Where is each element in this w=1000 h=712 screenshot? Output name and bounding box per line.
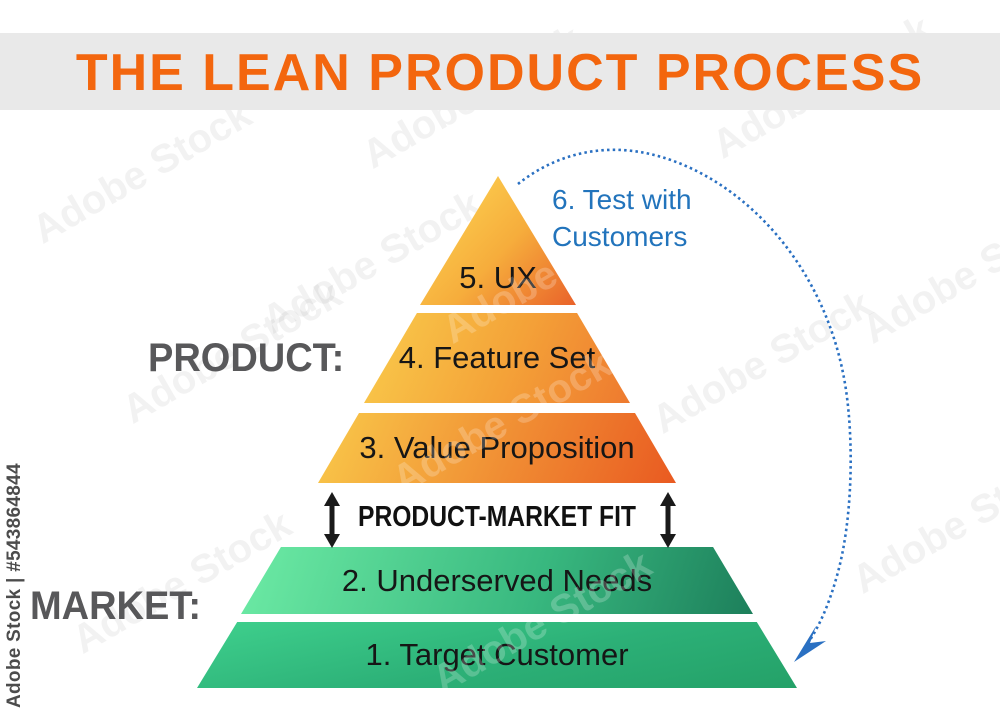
watermark-text: Adobe Stock bbox=[845, 441, 1000, 603]
market-section-label: MARKET: bbox=[30, 584, 201, 628]
layer-label-value-proposition: 3. Value Proposition bbox=[359, 430, 635, 465]
watermark-text: Adobe Stock bbox=[855, 191, 1000, 353]
layer-label-target-customer: 1. Target Customer bbox=[365, 637, 629, 672]
pyramid-layer-underserved-needs: 2. Underserved Needs bbox=[241, 547, 753, 614]
loop-arrowhead-icon bbox=[794, 626, 826, 662]
test-with-customers-line1: 6. Test with bbox=[552, 184, 692, 215]
test-with-customers-line2: Customers bbox=[552, 221, 688, 252]
layer-label-ux: 5. UX bbox=[459, 260, 537, 295]
watermark-stock-id: Adobe Stock | #543864844 bbox=[4, 463, 25, 708]
product-section-label: PRODUCT: bbox=[148, 336, 345, 380]
pyramid-layer-target-customer: 1. Target Customer bbox=[197, 622, 797, 688]
pyramid-layer-value-proposition: 3. Value Proposition bbox=[318, 413, 676, 483]
test-with-customers-label: 6. Test with Customers bbox=[552, 181, 692, 255]
layer-label-underserved-needs: 2. Underserved Needs bbox=[341, 562, 653, 598]
page-title: THE LEAN PRODUCT PROCESS bbox=[75, 44, 925, 102]
pyramid-layer-feature-set: 4. Feature Set bbox=[364, 313, 630, 403]
layer-label-feature-set: 4. Feature Set bbox=[398, 340, 596, 375]
product-market-fit-label: PRODUCT-MARKET FIT bbox=[358, 501, 636, 533]
watermark-text: Adobe Stock bbox=[25, 91, 259, 253]
title-band: THE LEAN PRODUCT PROCESS bbox=[0, 33, 1000, 110]
watermark-text: Adobe Stock bbox=[645, 281, 879, 443]
